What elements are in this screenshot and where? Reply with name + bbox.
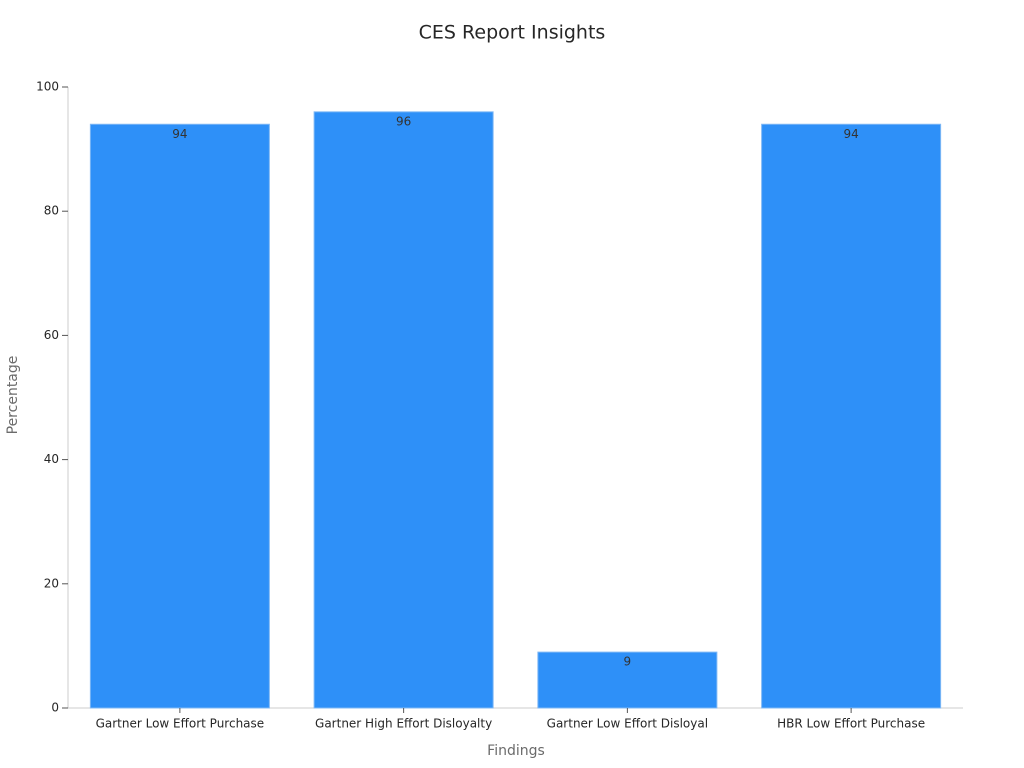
y-tick-label: 20 [44,576,59,590]
bar [537,651,718,709]
y-tick-label: 100 [36,80,59,94]
data-label: 94 [172,127,187,141]
x-tick-label: HBR Low Effort Purchase [777,717,925,731]
y-tick-label: 40 [44,452,59,466]
y-tick-label: 60 [44,328,59,342]
y-tick-label: 80 [44,204,59,218]
x-tick-label: Gartner High Effort Disloyalty [315,717,492,731]
bar [761,123,942,709]
bar [89,123,270,709]
x-tick-label: Gartner Low Effort Disloyal [547,717,708,731]
bar [313,111,494,709]
x-axis-label: Findings [487,743,545,759]
data-label: 96 [396,114,411,128]
chart-title: CES Report Insights [419,22,606,44]
x-tick-label: Gartner Low Effort Purchase [96,717,265,731]
data-label: 9 [624,655,632,669]
data-label: 94 [843,127,858,141]
y-tick-label: 0 [51,701,59,715]
y-axis-label: Percentage [5,356,21,435]
